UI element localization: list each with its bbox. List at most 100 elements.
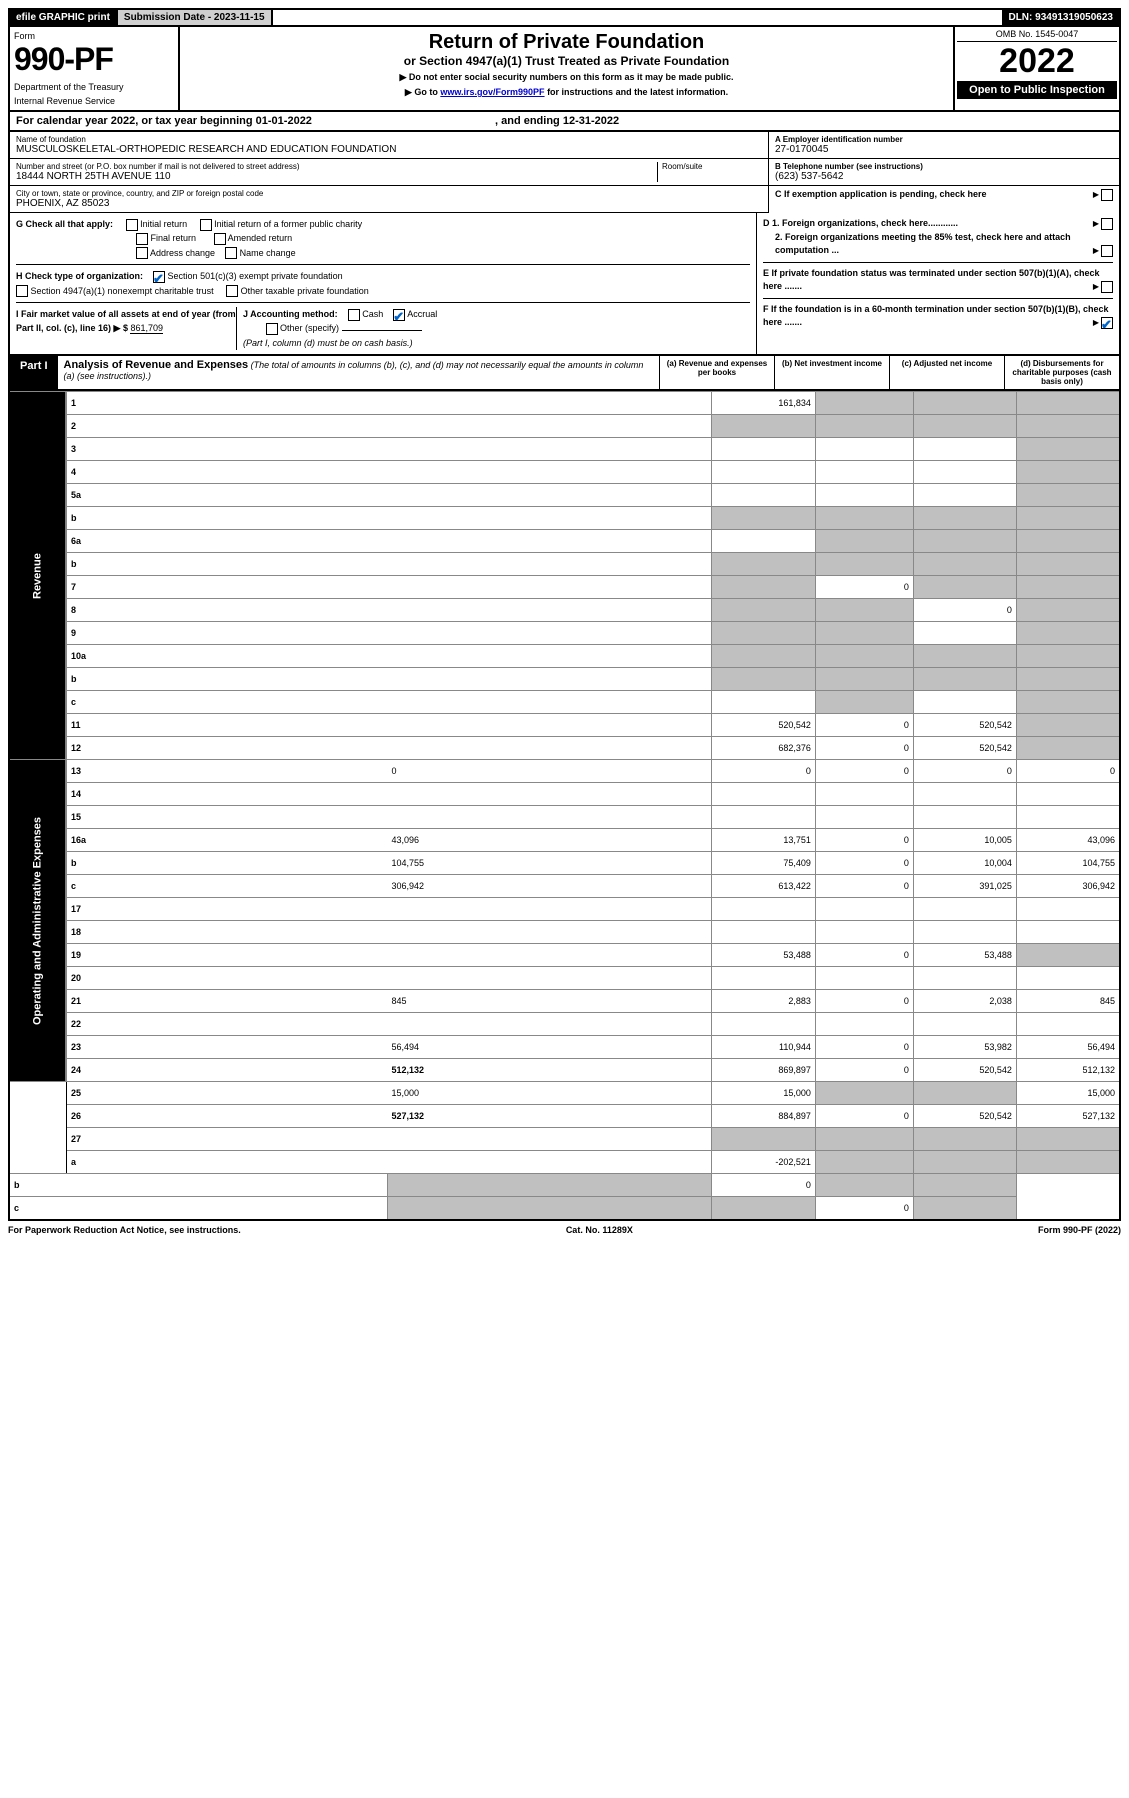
c-checkbox[interactable] [1101, 189, 1113, 201]
table-row: 4 [9, 461, 1120, 484]
j-other-checkbox[interactable] [266, 323, 278, 335]
cell-d [1016, 1013, 1120, 1036]
dln-label: DLN: 93491319050623 [1002, 10, 1119, 25]
table-row: b [9, 668, 1120, 691]
table-row: 20 [9, 967, 1120, 990]
line-desc [388, 622, 712, 645]
cell-b [815, 1128, 913, 1151]
cell-b [815, 1082, 913, 1105]
line-desc: 527,132 [388, 1105, 712, 1128]
cell-c [913, 668, 1016, 691]
line-number: 14 [67, 783, 388, 806]
cell-b [815, 1013, 913, 1036]
table-row: a-202,521 [9, 1151, 1120, 1174]
cell-b [815, 967, 913, 990]
line-desc [388, 1013, 712, 1036]
cell-a [712, 967, 816, 990]
cell-d [1016, 530, 1120, 553]
tax-year: 2022 [957, 42, 1117, 81]
j-accrual-checkbox[interactable] [393, 309, 405, 321]
g-initial-former-checkbox[interactable] [200, 219, 212, 231]
cell-c: 10,005 [913, 829, 1016, 852]
submission-date: Submission Date - 2023-11-15 [116, 10, 273, 25]
cell-b [815, 1151, 913, 1174]
cell-a: 884,897 [712, 1105, 816, 1128]
g-initial-checkbox[interactable] [126, 219, 138, 231]
g-name-checkbox[interactable] [225, 247, 237, 259]
cell-b [815, 645, 913, 668]
cell-c [913, 1082, 1016, 1105]
cell-a: 0 [712, 760, 816, 783]
line-desc: 15,000 [388, 1082, 712, 1105]
cell-d [1016, 921, 1120, 944]
line-desc [388, 668, 712, 691]
d1-checkbox[interactable] [1101, 218, 1113, 230]
g-final-checkbox[interactable] [136, 233, 148, 245]
line-number: 25 [67, 1082, 388, 1105]
exemption-row: C If exemption application is pending, c… [769, 186, 1119, 209]
d2-checkbox[interactable] [1101, 245, 1113, 257]
h-4947-checkbox[interactable] [16, 285, 28, 297]
e-checkbox[interactable] [1101, 281, 1113, 293]
cell-a [712, 806, 816, 829]
g-amended-checkbox[interactable] [214, 233, 226, 245]
year-cell: OMB No. 1545-0047 2022 Open to Public In… [953, 27, 1119, 110]
line-desc: 56,494 [388, 1036, 712, 1059]
line-number: 18 [67, 921, 388, 944]
cell-d [913, 1174, 1016, 1197]
h-other-checkbox[interactable] [226, 285, 238, 297]
line-desc: 0 [388, 760, 712, 783]
cell-d [1016, 1151, 1120, 1174]
cell-a [712, 484, 816, 507]
cell-d [1016, 1128, 1120, 1151]
calendar-row: For calendar year 2022, or tax year begi… [8, 112, 1121, 132]
table-row: 80 [9, 599, 1120, 622]
g-addr-checkbox[interactable] [136, 247, 148, 259]
cell-d: 512,132 [1016, 1059, 1120, 1082]
cell-d [1016, 415, 1120, 438]
cell-c [913, 530, 1016, 553]
cell-c [913, 783, 1016, 806]
cell-c [913, 553, 1016, 576]
cell-c [913, 1128, 1016, 1151]
line-number: b [67, 507, 388, 530]
info-block: Name of foundation MUSCULOSKELETAL-ORTHO… [8, 132, 1121, 213]
cell-b [815, 668, 913, 691]
cell-d: 104,755 [1016, 852, 1120, 875]
cell-a [712, 691, 816, 714]
cell-b [712, 1197, 816, 1221]
cell-b [815, 622, 913, 645]
cell-b [815, 898, 913, 921]
line-desc [388, 1151, 712, 1174]
line-desc: 845 [388, 990, 712, 1013]
line-number: 27 [67, 1128, 388, 1151]
line-desc [388, 599, 712, 622]
table-row: c306,942613,4220391,025306,942 [9, 875, 1120, 898]
cell-d: 56,494 [1016, 1036, 1120, 1059]
cell-c [913, 392, 1016, 415]
line-desc [388, 967, 712, 990]
cell-b [815, 392, 913, 415]
note-ssn: ▶ Do not enter social security numbers o… [184, 72, 949, 83]
cell-a [388, 1174, 712, 1197]
cell-d [1016, 967, 1120, 990]
form-word: Form [14, 31, 174, 41]
cell-d: 845 [1016, 990, 1120, 1013]
table-row: 15 [9, 806, 1120, 829]
h-501c3-checkbox[interactable] [153, 271, 165, 283]
irs-link[interactable]: www.irs.gov/Form990PF [440, 87, 544, 97]
cell-b [815, 484, 913, 507]
top-bar: efile GRAPHIC print Submission Date - 20… [8, 8, 1121, 27]
j-cash-checkbox[interactable] [348, 309, 360, 321]
subtitle: or Section 4947(a)(1) Trust Treated as P… [184, 54, 949, 68]
table-row: 10a [9, 645, 1120, 668]
line-number: c [9, 1197, 67, 1221]
omb-number: OMB No. 1545-0047 [957, 29, 1117, 42]
cell-b: 0 [815, 737, 913, 760]
f-checkbox[interactable] [1101, 317, 1113, 329]
cell-a: 15,000 [712, 1082, 816, 1105]
table-row: 1953,488053,488 [9, 944, 1120, 967]
footer-cat: Cat. No. 11289X [566, 1225, 633, 1235]
line-number: 13 [67, 760, 388, 783]
cell-c: 2,038 [913, 990, 1016, 1013]
